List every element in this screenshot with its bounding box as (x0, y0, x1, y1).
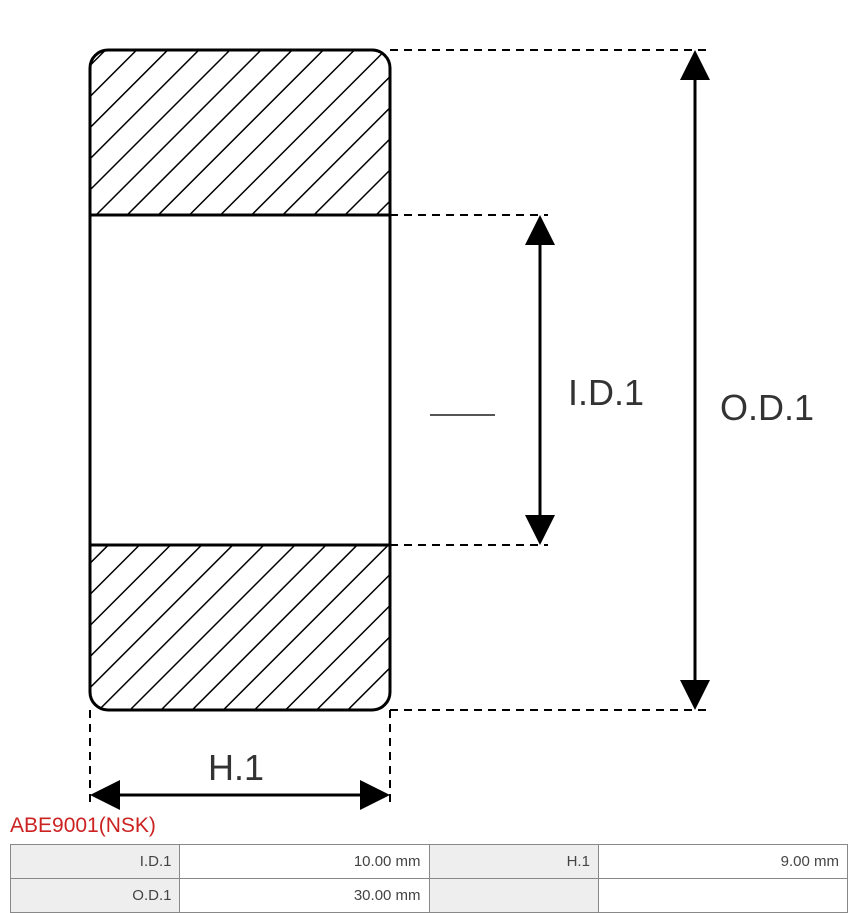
spec-key: O.D.1 (11, 879, 180, 913)
spec-value: 9.00 mm (598, 845, 847, 879)
dimension-od1-label: O.D.1 (720, 387, 814, 428)
diagram-svg: O.D.1 I.D.1 H.1 (20, 10, 820, 810)
spec-table: I.D.1 10.00 mm H.1 9.00 mm O.D.1 30.00 m… (10, 844, 848, 913)
spec-value (598, 879, 847, 913)
table-row: O.D.1 30.00 mm (11, 879, 848, 913)
spec-key: I.D.1 (11, 845, 180, 879)
page-root: O.D.1 I.D.1 H.1 ABE9001(NSK) I.D.1 10.00… (0, 0, 848, 913)
technical-diagram: O.D.1 I.D.1 H.1 (20, 10, 820, 810)
spec-value: 10.00 mm (180, 845, 429, 879)
spec-key: H.1 (429, 845, 598, 879)
spec-key (429, 879, 598, 913)
dimension-h1-label: H.1 (208, 747, 264, 788)
spec-value: 30.00 mm (180, 879, 429, 913)
table-row: I.D.1 10.00 mm H.1 9.00 mm (11, 845, 848, 879)
dimension-id1-label: I.D.1 (568, 372, 644, 413)
part-title: ABE9001(NSK) (10, 814, 848, 838)
